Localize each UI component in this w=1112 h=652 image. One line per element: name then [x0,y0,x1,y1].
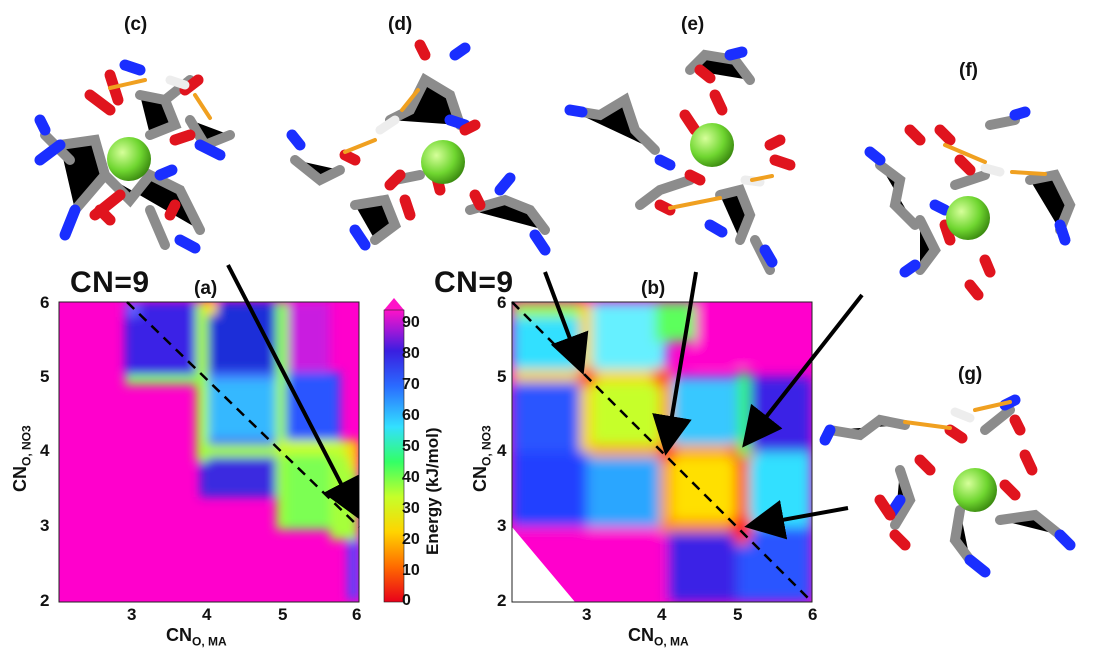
xtick-a-3: 3 [127,605,137,624]
pointer-arrows [226,264,864,540]
cbar-tick-80: 80 [402,345,420,362]
panel-label-f: (f) [959,60,978,81]
colorbar-title: Energy (kJ/mol) [423,427,442,555]
molecule-d [286,39,551,256]
ytick-b-5: 5 [497,367,507,386]
heatmap-a-frame [58,301,360,603]
xtick-a-4: 4 [202,605,212,624]
ytick-b-6: 6 [497,293,507,312]
panel-label-g: (g) [958,364,983,385]
ytick-a-4: 4 [40,441,50,460]
cbar-tick-40: 40 [402,469,420,486]
arrow-c-to-a [226,264,360,520]
colorbar-triangle [384,298,404,310]
xtick-b-6: 6 [808,605,818,624]
ytick-b-3: 3 [497,516,507,535]
cbar-tick-90: 90 [402,314,420,331]
heatmap-b-frame [511,301,813,603]
arrow-e-to-b [652,271,698,456]
cbar-tick-0: 0 [402,592,411,609]
xtick-a-5: 5 [278,605,288,624]
ylabel-b: CNO, NO3 [470,425,494,492]
xtick-b-4: 4 [657,605,667,624]
ytick-b-4: 4 [497,441,507,460]
arrow-d-to-b [543,271,589,375]
ylabel-a: CNO, NO3 [10,425,34,492]
xtick-b-3: 3 [582,605,592,624]
ytick-a-2: 2 [40,591,50,610]
colorbar [383,309,405,603]
cn-label-right: CN=9 [434,266,514,299]
molecule-f [864,106,1076,301]
molecule-e [564,46,796,275]
cbar-tick-20: 20 [402,531,420,548]
heatmap-a [59,302,359,602]
arrow-f-to-b [742,293,864,448]
ytick-b-2: 2 [497,591,507,610]
panel-label-d: (d) [388,14,413,35]
ytick-a-6: 6 [40,293,50,312]
panel-label-b: (b) [641,278,666,299]
ytick-a-3: 3 [40,516,50,535]
panel-label-e: (e) [681,14,705,35]
cbar-tick-70: 70 [402,376,420,393]
molecule-g [819,394,1076,578]
xtick-a-6: 6 [352,605,362,624]
cbar-tick-50: 50 [402,438,420,455]
cn-label-left: CN=9 [70,266,150,299]
xlabel-a: CNO, MA [166,625,227,649]
molecule-c [34,59,235,254]
xtick-b-5: 5 [733,605,743,624]
panel-label-a: (a) [194,278,218,299]
cbar-tick-10: 10 [402,562,420,579]
xlabel-b: CNO, MA [628,625,689,649]
dashed-cn9-line-a [126,301,360,528]
ytick-a-5: 5 [40,367,50,386]
cbar-tick-30: 30 [402,500,420,517]
panel-label-c: (c) [124,14,148,35]
arrow-g-to-b [744,500,849,540]
cbar-tick-60: 60 [402,407,420,424]
